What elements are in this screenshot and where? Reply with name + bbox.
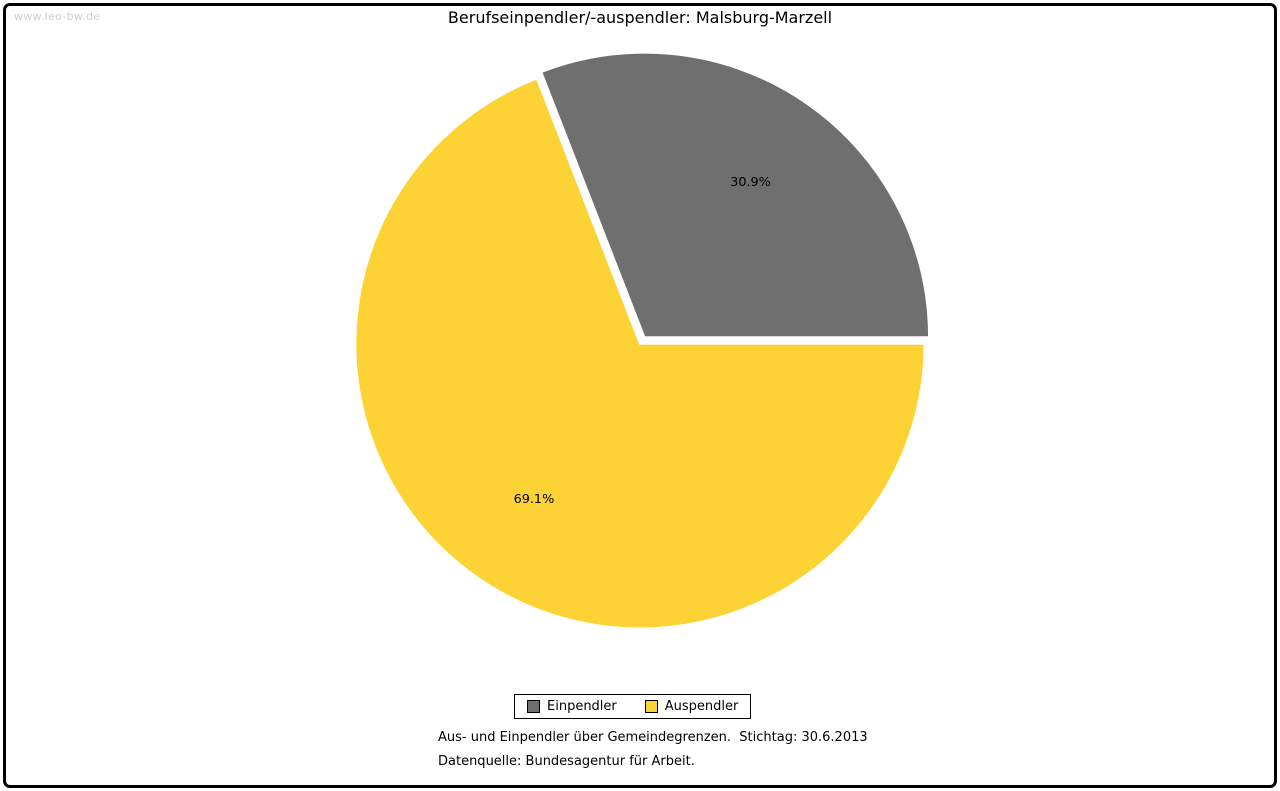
slice-label-auspendler: 69.1%: [514, 492, 555, 507]
footnotes: Aus- und Einpendler über Gemeindegrenzen…: [438, 730, 868, 778]
legend-item-einpendler: Einpendler: [527, 699, 617, 714]
pie-chart: 30.9% 69.1%: [354, 51, 931, 630]
legend-label-einpendler: Einpendler: [547, 699, 617, 714]
pie-slice-einpendler: [540, 51, 931, 339]
footnote-line2: Datenquelle: Bundesagentur für Arbeit.: [438, 754, 695, 769]
einpendler-swatch: [527, 700, 540, 713]
chart-title: Berufseinpendler/-auspendler: Malsburg-M…: [447, 8, 833, 27]
slice-label-einpendler: 30.9%: [730, 175, 771, 190]
legend-item-auspendler: Auspendler: [644, 699, 739, 714]
auspendler-swatch: [644, 700, 658, 713]
pie-slice-auspendler: [354, 77, 926, 630]
legend-label-auspendler: Auspendler: [664, 699, 739, 714]
watermark: www.leo-bw.de: [14, 10, 101, 23]
chart-frame: www.leo-bw.de Berufseinpendler/-auspendl…: [3, 3, 1277, 788]
legend: Einpendler Auspendler: [514, 694, 752, 719]
footnote-line1: Aus- und Einpendler über Gemeindegrenzen…: [438, 730, 868, 745]
